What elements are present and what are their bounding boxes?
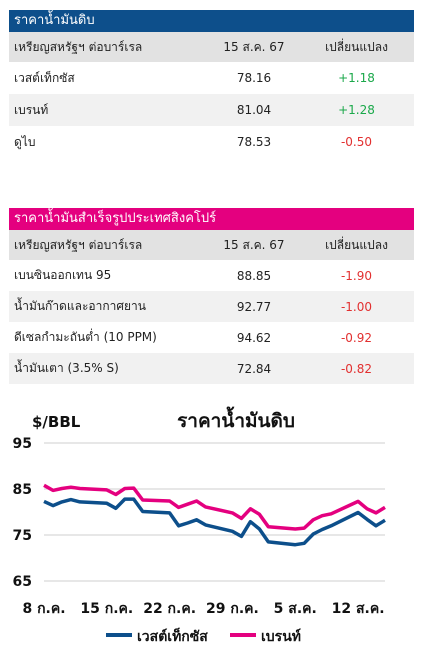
y-tick-label: 75 xyxy=(13,528,32,544)
refined-table-title: ราคาน้ำมันสำเร็จรูปประเทศสิงคโปร์ xyxy=(9,208,414,230)
legend-label-brent: เบรนท์ xyxy=(261,628,301,645)
brent-series-line xyxy=(43,483,386,531)
product-name: ดีเซลกำมะถันต่ำ (10 PPM) xyxy=(14,330,157,344)
y-tick-label: 95 xyxy=(13,436,32,452)
x-tick-label: 15 ก.ค. xyxy=(80,601,133,617)
wti-series-line xyxy=(43,497,386,547)
crude-table-title: ราคาน้ำมันดิบ xyxy=(9,10,414,32)
product-price: 92.77 xyxy=(236,299,272,314)
table-row: ดีเซลกำมะถันต่ำ (10 PPM) 94.62 -0.92 xyxy=(9,322,414,353)
crude-oil-table: ราคาน้ำมันดิบ เหรียญสหรัฐฯ ต่อบาร์เรล 15… xyxy=(9,10,414,158)
product-price: 88.85 xyxy=(236,268,272,283)
y-tick-label: 65 xyxy=(13,574,32,590)
x-tick-label: 12 ส.ค. xyxy=(332,601,385,617)
oil-price: 78.53 xyxy=(236,135,272,149)
refined-oil-table: ราคาน้ำมันสำเร็จรูปประเทศสิงคโปร์ เหรียญ… xyxy=(9,208,414,384)
table-row: เบนซินออกเทน 95 88.85 -1.90 xyxy=(9,260,414,291)
oil-name: เวสต์เท็กซัส xyxy=(14,70,75,85)
unit-header: เหรียญสหรัฐฯ ต่อบาร์เรล xyxy=(14,237,143,252)
oil-change: -0.50 xyxy=(340,135,373,149)
table-row: น้ำมันเตา (3.5% S) 72.84 -0.82 xyxy=(9,353,414,384)
oil-price: 78.16 xyxy=(236,71,272,85)
crude-header-row: เหรียญสหรัฐฯ ต่อบาร์เรล 15 ส.ค. 67 เปลี่… xyxy=(9,32,414,62)
product-name: น้ำมันก๊าดและอากาศยาน xyxy=(14,299,146,313)
product-price: 72.84 xyxy=(236,361,272,376)
product-change: -1.90 xyxy=(340,268,373,283)
product-name: น้ำมันเตา (3.5% S) xyxy=(14,361,119,375)
y-axis-label: $/BBL xyxy=(32,413,81,431)
chart-title: ราคาน้ำมันดิบ xyxy=(177,406,295,432)
oil-change: +1.18 xyxy=(338,71,375,85)
table-row: เบรนท์ 81.04 +1.28 xyxy=(9,94,414,126)
date-header: 15 ส.ค. 67 xyxy=(223,237,285,252)
x-tick-label: 22 ก.ค. xyxy=(143,601,196,617)
crude-price-chart: $/BBL ราคาน้ำมันดิบ 65 75 85 95 8 ก.ค. 15 ก.… xyxy=(13,406,386,645)
date-header: 15 ส.ค. 67 xyxy=(223,39,285,54)
unit-header: เหรียญสหรัฐฯ ต่อบาร์เรล xyxy=(14,39,143,54)
table-row: เวสต์เท็กซัส 78.16 +1.18 xyxy=(9,62,414,94)
table-row: ดูไบ 78.53 -0.50 xyxy=(9,126,414,158)
chart-legend: เวสต์เท็กซัส เบรนท์ xyxy=(106,627,301,645)
product-change: -0.82 xyxy=(340,361,373,376)
y-tick-label: 85 xyxy=(13,482,32,498)
y-tick-labels: 65 75 85 95 xyxy=(13,436,32,590)
product-change: -0.92 xyxy=(340,330,373,345)
oil-name: ดูไบ xyxy=(14,134,36,149)
legend-label-wti: เวสต์เท็กซัส xyxy=(137,627,208,645)
refined-header-row: เหรียญสหรัฐฯ ต่อบาร์เรล 15 ส.ค. 67 เปลี่… xyxy=(9,230,414,260)
x-tick-label: 8 ก.ค. xyxy=(22,601,65,617)
product-change: -1.00 xyxy=(340,299,373,314)
x-tick-labels: 8 ก.ค. 15 ก.ค. 22 ก.ค. 29 ก.ค. 5 ส.ค. 12 ส.ค. xyxy=(22,601,384,617)
product-name: เบนซินออกเทน 95 xyxy=(14,268,112,282)
x-tick-label: 29 ก.ค. xyxy=(206,601,259,617)
oil-name: เบรนท์ xyxy=(14,102,49,117)
change-header: เปลี่ยนแปลง xyxy=(325,39,388,54)
product-price: 94.62 xyxy=(236,330,272,345)
oil-change: +1.28 xyxy=(338,103,375,117)
series-lines xyxy=(43,483,386,547)
x-tick-label: 5 ส.ค. xyxy=(274,601,317,617)
oil-price: 81.04 xyxy=(236,103,272,117)
change-header: เปลี่ยนแปลง xyxy=(325,237,388,252)
table-row: น้ำมันก๊าดและอากาศยาน 92.77 -1.00 xyxy=(9,291,414,322)
